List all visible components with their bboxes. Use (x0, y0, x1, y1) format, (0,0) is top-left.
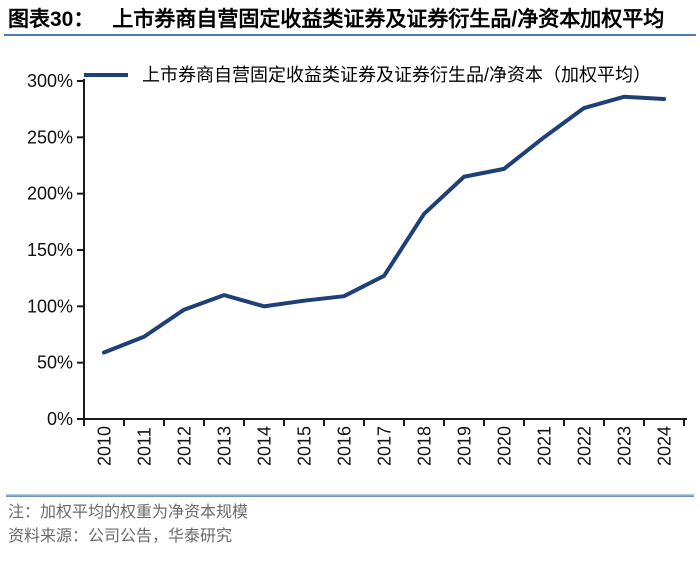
x-tick-label: 2015 (295, 426, 315, 466)
x-tick-label: 2013 (215, 426, 235, 466)
chart-legend: 上市券商自营固定收益类证券及证券衍生品/净资本（加权平均） (84, 64, 651, 86)
y-tick-label: 100% (27, 296, 73, 316)
x-tick-label: 2019 (455, 426, 475, 466)
x-tick-label: 2021 (535, 426, 555, 466)
chart-source: 资料来源：公司公告，华泰研究 (8, 528, 233, 545)
x-tick-label: 2010 (95, 426, 115, 466)
figure-title: 图表30： 上市券商自营固定收益类证券及证券衍生品/净资本加权平均 (8, 7, 696, 33)
x-tick-label: 2012 (175, 426, 195, 466)
y-tick-label: 0% (47, 409, 73, 429)
x-tick-label: 2023 (615, 426, 635, 466)
x-tick-label: 2022 (575, 426, 595, 466)
y-tick-label: 300% (27, 71, 73, 91)
x-tick-label: 2020 (495, 426, 515, 466)
line-chart: 0% 50% 100% 150% 200% 250% 300% 2010 2011 2012 201… (27, 71, 687, 466)
y-tick-label: 200% (27, 184, 73, 204)
x-tick-label: 2016 (335, 426, 355, 466)
x-tick-label: 2018 (415, 426, 435, 466)
title-underline (4, 34, 696, 36)
series-line (102, 94, 666, 355)
x-tick-label: 2024 (655, 426, 675, 466)
x-tick-label: 2011 (135, 427, 155, 466)
figure-number-label: 图表30： (8, 8, 95, 31)
x-tick-label: 2017 (375, 426, 395, 466)
bottom-divider (6, 494, 694, 497)
y-tick-label: 250% (27, 127, 73, 147)
y-tick-label: 50% (37, 353, 73, 373)
x-tick-label: 2014 (255, 426, 275, 466)
legend-label: 上市券商自营固定收益类证券及证券衍生品/净资本（加权平均） (142, 65, 651, 85)
chart-note: 注：加权平均的权重为净资本规模 (8, 504, 249, 521)
legend-line-marker (84, 73, 128, 77)
figure-title-text: 上市券商自营固定收益类证券及证券衍生品/净资本加权平均 (112, 8, 665, 31)
y-tick-label: 150% (27, 240, 73, 260)
